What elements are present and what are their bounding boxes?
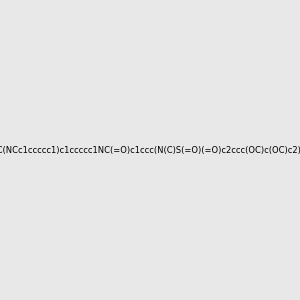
Text: O=C(NCc1ccccc1)c1ccccc1NC(=O)c1ccc(N(C)S(=O)(=O)c2ccc(OC)c(OC)c2)cc1: O=C(NCc1ccccc1)c1ccccc1NC(=O)c1ccc(N(C)S… (0, 146, 300, 154)
